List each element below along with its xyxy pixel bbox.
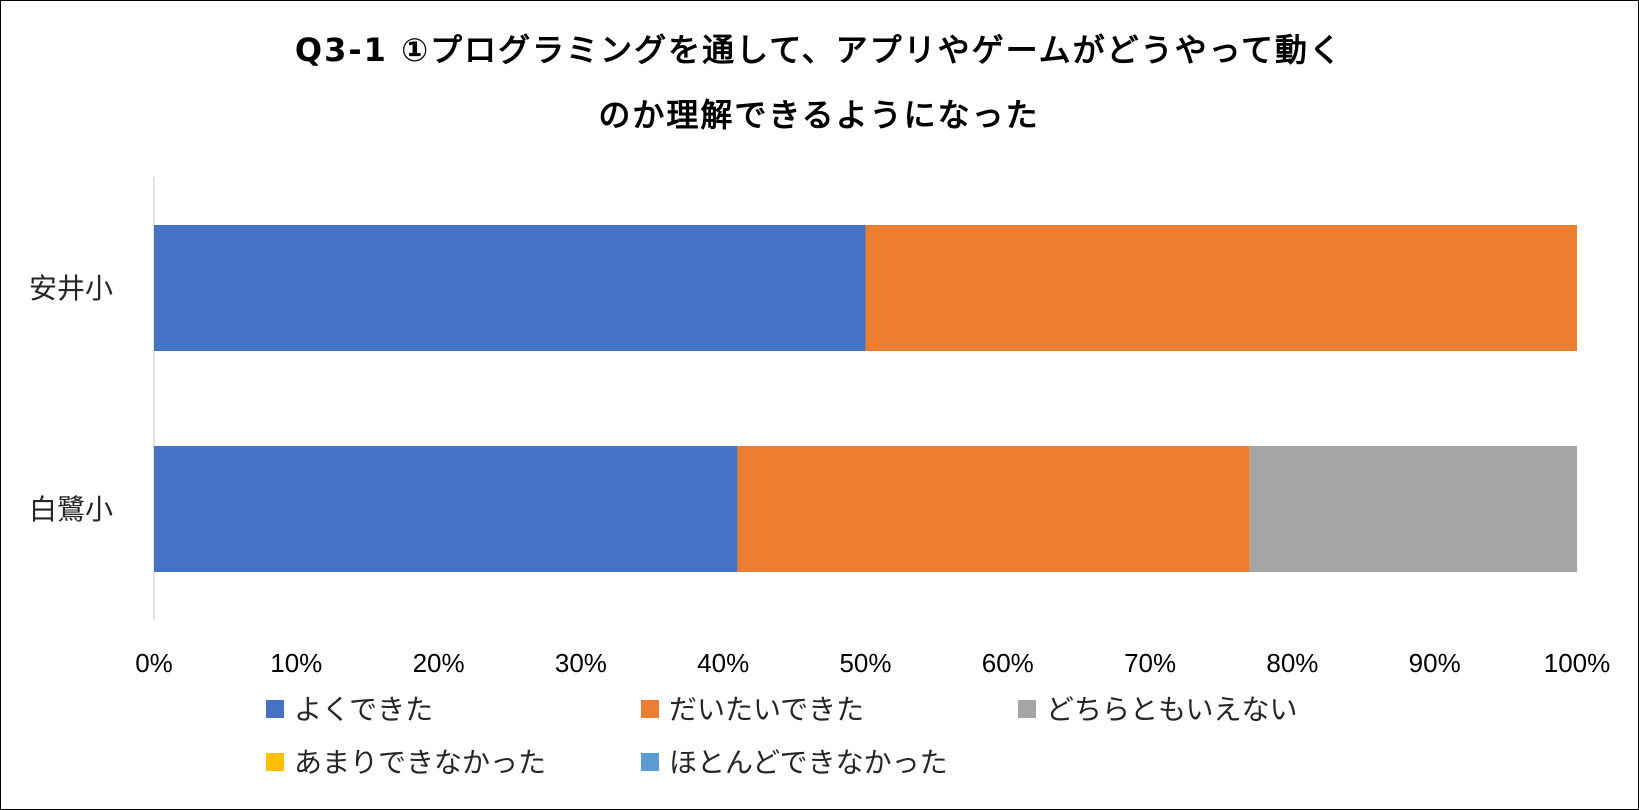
bar-segment xyxy=(865,225,1577,351)
x-tick-label: 30% xyxy=(555,648,607,678)
legend-label: よくできた xyxy=(294,693,433,726)
legend-label: ほとんどできなかった xyxy=(669,746,948,779)
legend-swatch xyxy=(1018,700,1036,718)
legend-label: どちらともいえない xyxy=(1046,693,1297,726)
x-tick-label: 80% xyxy=(1266,648,1318,678)
x-tick-label: 40% xyxy=(697,648,749,678)
legend-swatch xyxy=(266,753,284,771)
x-tick-label: 20% xyxy=(413,648,465,678)
x-tick-label: 50% xyxy=(839,648,891,678)
legend-swatch xyxy=(641,700,659,718)
x-tick-label: 0% xyxy=(135,648,173,678)
legend-label: あまりできなかった xyxy=(294,746,546,779)
bar-segment xyxy=(737,446,1250,572)
chart-title-line-1: Q3-1 ①プログラミングを通して、アプリやゲームがどうやって動く xyxy=(295,31,1343,69)
x-tick-label: 90% xyxy=(1409,648,1461,678)
x-tick-label: 70% xyxy=(1124,648,1176,678)
x-tick-label: 10% xyxy=(270,648,322,678)
legend-label: だいたいできた xyxy=(669,693,864,726)
bar-segment xyxy=(1249,446,1577,572)
legend-swatch xyxy=(266,700,284,718)
bar-segment xyxy=(154,225,866,351)
chart-title-line-2: のか理解できるようになった xyxy=(598,96,1039,134)
category-label: 安井小 xyxy=(29,272,113,305)
plot-area: 50%50%0%41%36%23%0%安井小白鷺小0%10%20%30%40%5… xyxy=(29,177,1610,678)
chart-title: Q3-1 ①プログラミングを通して、アプリやゲームがどうやって動く のか理解でき… xyxy=(295,31,1343,134)
category-label: 白鷺小 xyxy=(29,493,113,526)
x-tick-label: 60% xyxy=(982,648,1034,678)
x-tick-label: 100% xyxy=(1544,648,1611,678)
bar-segment xyxy=(154,446,738,572)
legend-swatch xyxy=(641,753,659,771)
